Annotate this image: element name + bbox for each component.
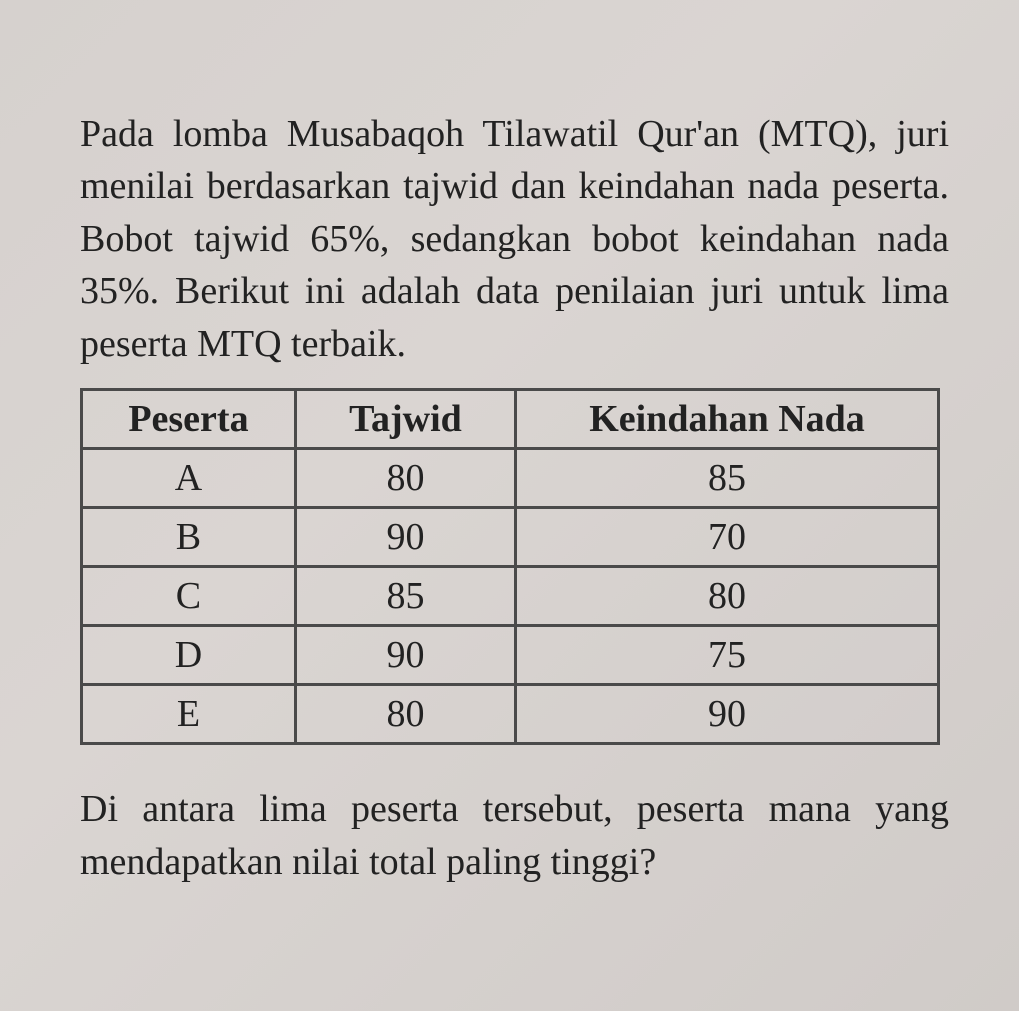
- score-table: Peserta Tajwid Keindahan Nada A 80 85 B …: [80, 388, 940, 745]
- page: Pada lomba Musabaqoh Tilawatil Qur'an (M…: [0, 0, 1019, 1011]
- cell-nada: 90: [516, 685, 939, 744]
- cell-peserta: A: [82, 449, 296, 508]
- col-header-peserta: Peserta: [82, 390, 296, 449]
- cell-peserta: D: [82, 626, 296, 685]
- cell-peserta: B: [82, 508, 296, 567]
- cell-tajwid: 90: [295, 508, 515, 567]
- table-header-row: Peserta Tajwid Keindahan Nada: [82, 390, 939, 449]
- table-row: D 90 75: [82, 626, 939, 685]
- col-header-nada: Keindahan Nada: [516, 390, 939, 449]
- cell-nada: 75: [516, 626, 939, 685]
- cell-peserta: E: [82, 685, 296, 744]
- table-row: A 80 85: [82, 449, 939, 508]
- cell-tajwid: 85: [295, 567, 515, 626]
- table-row: B 90 70: [82, 508, 939, 567]
- cell-tajwid: 90: [295, 626, 515, 685]
- cell-nada: 70: [516, 508, 939, 567]
- cell-nada: 85: [516, 449, 939, 508]
- cell-nada: 80: [516, 567, 939, 626]
- intro-paragraph: Pada lomba Musabaqoh Tilawatil Qur'an (M…: [80, 108, 949, 370]
- question-paragraph: Di antara lima peserta tersebut, peserta…: [80, 783, 949, 889]
- cell-tajwid: 80: [295, 685, 515, 744]
- col-header-tajwid: Tajwid: [295, 390, 515, 449]
- cell-peserta: C: [82, 567, 296, 626]
- cell-tajwid: 80: [295, 449, 515, 508]
- table-row: E 80 90: [82, 685, 939, 744]
- table-row: C 85 80: [82, 567, 939, 626]
